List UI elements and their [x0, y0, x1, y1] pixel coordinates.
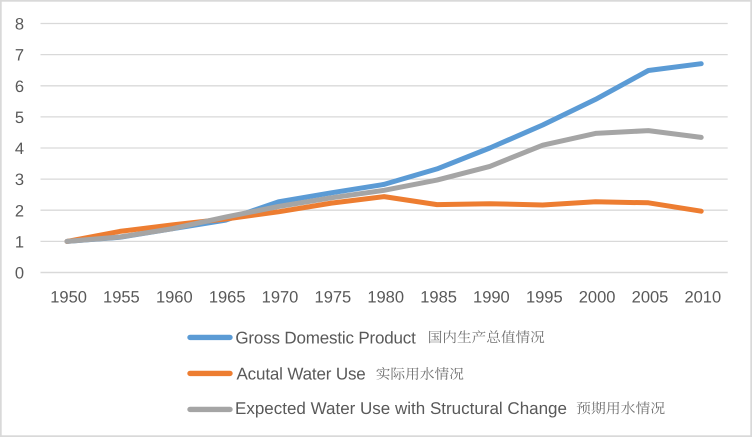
svg-text:Expected Water Use with Struct: Expected Water Use with Structural Chang…: [235, 399, 567, 418]
svg-text:2010: 2010: [684, 288, 721, 306]
svg-text:3: 3: [15, 171, 24, 189]
svg-text:Gross Domestic Product: Gross Domestic Product: [235, 329, 416, 348]
svg-text:1: 1: [15, 234, 24, 252]
svg-text:1965: 1965: [209, 288, 246, 306]
svg-text:6: 6: [15, 78, 24, 96]
svg-text:1970: 1970: [262, 288, 299, 306]
svg-text:1990: 1990: [473, 288, 510, 306]
svg-text:Acutal Water Use: Acutal Water Use: [237, 365, 366, 384]
svg-text:1955: 1955: [103, 288, 140, 306]
svg-text:7: 7: [15, 47, 24, 65]
svg-text:8: 8: [15, 16, 24, 34]
svg-text:1985: 1985: [420, 288, 457, 306]
svg-text:2000: 2000: [579, 288, 616, 306]
svg-text:1950: 1950: [50, 288, 87, 306]
svg-text:1995: 1995: [526, 288, 563, 306]
svg-text:5: 5: [15, 109, 24, 127]
svg-text:2: 2: [15, 202, 24, 220]
svg-text:1960: 1960: [156, 288, 193, 306]
svg-text:1975: 1975: [315, 288, 352, 306]
svg-text:1980: 1980: [367, 288, 404, 306]
svg-text:4: 4: [15, 140, 24, 158]
svg-text:0: 0: [15, 265, 24, 283]
svg-text:2005: 2005: [632, 288, 669, 306]
